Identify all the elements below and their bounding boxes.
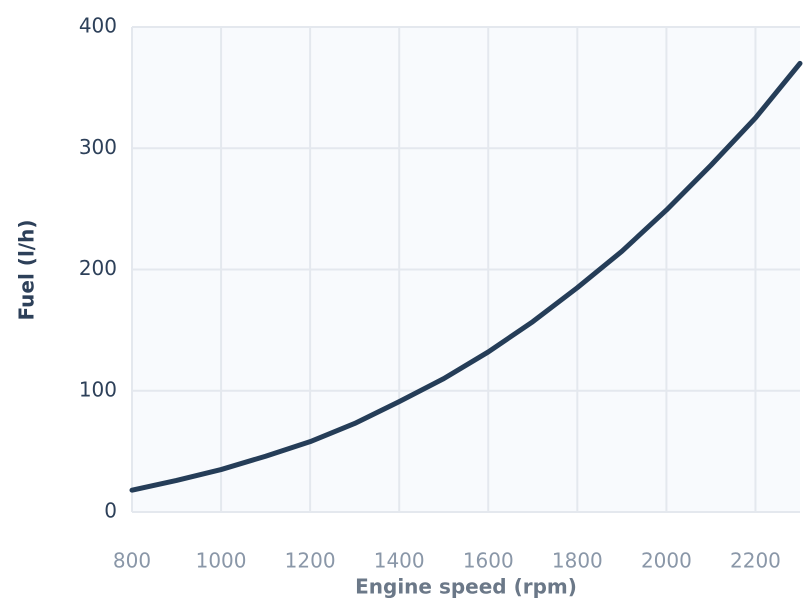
x-tick-label: 1800 <box>552 549 603 573</box>
x-tick-label: 2000 <box>641 549 692 573</box>
y-tick-label: 100 <box>79 377 117 401</box>
x-tick-label: 1200 <box>285 549 336 573</box>
x-tick-label: 1600 <box>463 549 514 573</box>
x-axis-label: Engine speed (rpm) <box>355 575 577 599</box>
x-tick-label: 1000 <box>196 549 247 573</box>
y-tick-label: 300 <box>79 135 117 159</box>
x-tick-label: 2200 <box>730 549 781 573</box>
x-tick-label: 1400 <box>374 549 425 573</box>
y-axis-label: Fuel (l/h) <box>15 220 39 321</box>
y-tick-label: 400 <box>79 14 117 38</box>
y-tick-label: 0 <box>104 499 117 523</box>
line <box>129 60 803 493</box>
x-tick-label: 800 <box>113 549 151 573</box>
y-tick-label: 200 <box>79 256 117 280</box>
